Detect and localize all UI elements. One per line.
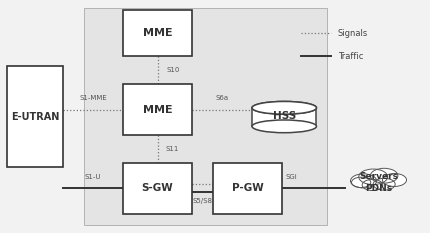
Text: S6a: S6a <box>215 95 228 101</box>
Bar <box>84 8 326 225</box>
Text: S1-U: S1-U <box>85 174 101 180</box>
Circle shape <box>358 169 387 185</box>
Text: E-UTRAN: E-UTRAN <box>11 112 59 121</box>
Circle shape <box>350 174 376 188</box>
Circle shape <box>381 174 405 186</box>
Text: Signals: Signals <box>337 29 367 38</box>
Text: HSS: HSS <box>272 111 295 121</box>
Ellipse shape <box>252 101 316 114</box>
Text: S5/S8: S5/S8 <box>192 198 212 204</box>
Circle shape <box>351 177 370 188</box>
Text: Servers
PDNs: Servers PDNs <box>359 172 397 192</box>
Bar <box>123 163 191 214</box>
Circle shape <box>372 178 394 190</box>
Text: S11: S11 <box>165 146 178 152</box>
Bar <box>252 108 316 126</box>
Text: MME: MME <box>142 28 172 38</box>
Ellipse shape <box>252 101 316 114</box>
Text: MME: MME <box>142 105 172 115</box>
Text: P-GW: P-GW <box>231 183 263 193</box>
Bar <box>123 10 191 56</box>
Text: S10: S10 <box>166 67 180 73</box>
Text: S-GW: S-GW <box>141 183 173 193</box>
Bar <box>123 84 191 135</box>
Bar <box>7 65 63 168</box>
Text: SGi: SGi <box>285 174 297 180</box>
Circle shape <box>361 179 382 191</box>
Ellipse shape <box>252 120 316 133</box>
Text: Traffic: Traffic <box>337 52 362 61</box>
Text: S1-MME: S1-MME <box>79 95 107 101</box>
Circle shape <box>369 168 397 183</box>
Bar <box>213 163 282 214</box>
